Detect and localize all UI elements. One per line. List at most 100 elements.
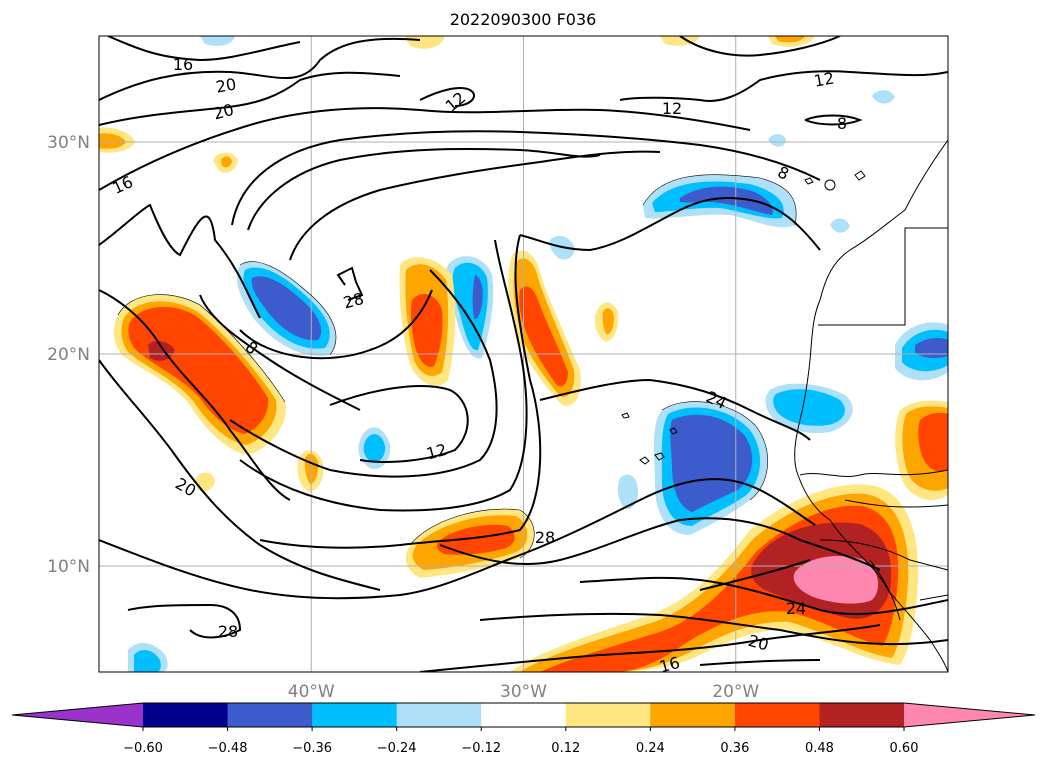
colorbar-tick-label: 0.48 [805,741,834,756]
lon-tick-label: 40°W [288,682,335,702]
warm-small-1-core [602,308,614,335]
blue-blob-small-2 [617,474,638,510]
blue-blob-small-5 [200,36,235,46]
contour-line [231,130,821,226]
country-border-6 [919,594,948,601]
contour-line [539,378,811,441]
colorbar-tick-label: −0.36 [292,741,332,756]
contour-line [259,234,542,549]
canary-island-2 [854,170,866,181]
warm-small-7 [660,36,700,46]
contour-line [99,37,421,101]
outline [239,261,337,356]
lat-tick-label: 10°N [47,557,90,577]
blue-blob-south-inner [670,414,753,512]
contour-line [127,603,242,639]
blue-blob-north-inner [680,186,773,215]
warm-small-4-core [221,156,232,168]
colorbar-tick-label: −0.12 [461,741,501,756]
colorbar-segment [481,703,567,727]
map-title: 2022090300 F036 [450,10,597,29]
latitude-labels: 30°N 20°N 10°N [47,133,90,577]
shading-outlines [117,174,797,559]
lat-tick-label: 20°N [47,345,90,365]
canary-island-3 [804,177,814,185]
colorbar-tick-label: 0.60 [890,741,919,756]
longitude-labels: 40°W 30°W 20°W [288,682,760,702]
colorbar-extend-max [904,703,1035,727]
cape-verde-island-2 [654,452,665,461]
colorbar-tick-label: 0.36 [720,741,749,756]
contour-line [99,289,291,501]
blue-blob-far-east-inner [915,337,948,359]
contour-label: 12 [662,99,682,118]
warm-center-east-red [519,286,568,387]
contour-line [239,289,433,360]
colorbar-extend-min [12,703,143,727]
country-border-4 [819,539,948,571]
contour-label: 20 [211,100,236,124]
colorbar-segment [565,703,651,727]
outline [642,174,797,226]
contour-line [247,148,601,231]
blue-blob-small-8 [872,90,895,104]
country-border-5 [869,559,901,621]
contour-line [99,478,816,600]
blue-blob-east-core [773,389,845,426]
cape-verde-island-3 [669,427,678,435]
contour-line [229,269,498,478]
contour-line [619,70,948,102]
contour-label: 28 [218,622,238,641]
outline [661,401,768,501]
warm-small-8-core [775,36,805,43]
africa-coast [794,139,948,672]
contour-line [99,203,261,319]
contour-line [336,266,364,301]
contour-line [699,559,811,591]
contour-line [239,239,528,512]
contour-line [99,71,401,126]
contour-label: 28 [341,289,366,313]
country-border-1 [818,227,948,326]
contour-line [579,576,948,616]
contour-line [679,36,841,57]
warm-west-red [128,306,269,434]
contour-label: 16 [173,55,193,74]
map-frame [98,35,949,673]
blue-blob-small-3-core [134,649,161,672]
lon-tick-label: 20°W [712,682,759,702]
contour-line [99,107,751,191]
contour-line [419,624,881,672]
contours [99,36,948,672]
colorbar-tick-label: 0.12 [551,741,580,756]
lon-tick-label: 30°W [500,682,547,702]
coastlines [621,139,948,672]
colorbar-tick-label: 0.24 [636,741,665,756]
colorbar-segment [143,703,229,727]
contour-label: 20 [746,631,771,655]
country-border-3 [844,499,948,508]
colorbar-segment [396,703,482,727]
contour-line [804,114,863,126]
contour-line [699,659,821,666]
contour-label: 28 [535,528,555,547]
contour-label: 16 [657,653,682,677]
contour-line [519,197,821,252]
warm-southeast-pink [793,556,879,604]
colorbar-segment [819,703,905,727]
blue-blob-small-6 [768,134,786,147]
warm-east-edge-red [918,412,948,472]
colorbar-segment [650,703,736,727]
contour-line [329,385,469,463]
colorbar-tick-label: −0.60 [123,741,163,756]
contour-line [479,612,948,646]
contour-line [289,150,661,261]
contour-label: 12 [424,440,449,464]
contour-line [419,87,475,107]
lat-tick-label: 30°N [47,133,90,153]
cape-verde-island-1 [639,456,650,465]
contour-line [439,517,881,571]
blue-blob-west-inner [251,276,322,341]
contour-label: 24 [786,599,806,618]
